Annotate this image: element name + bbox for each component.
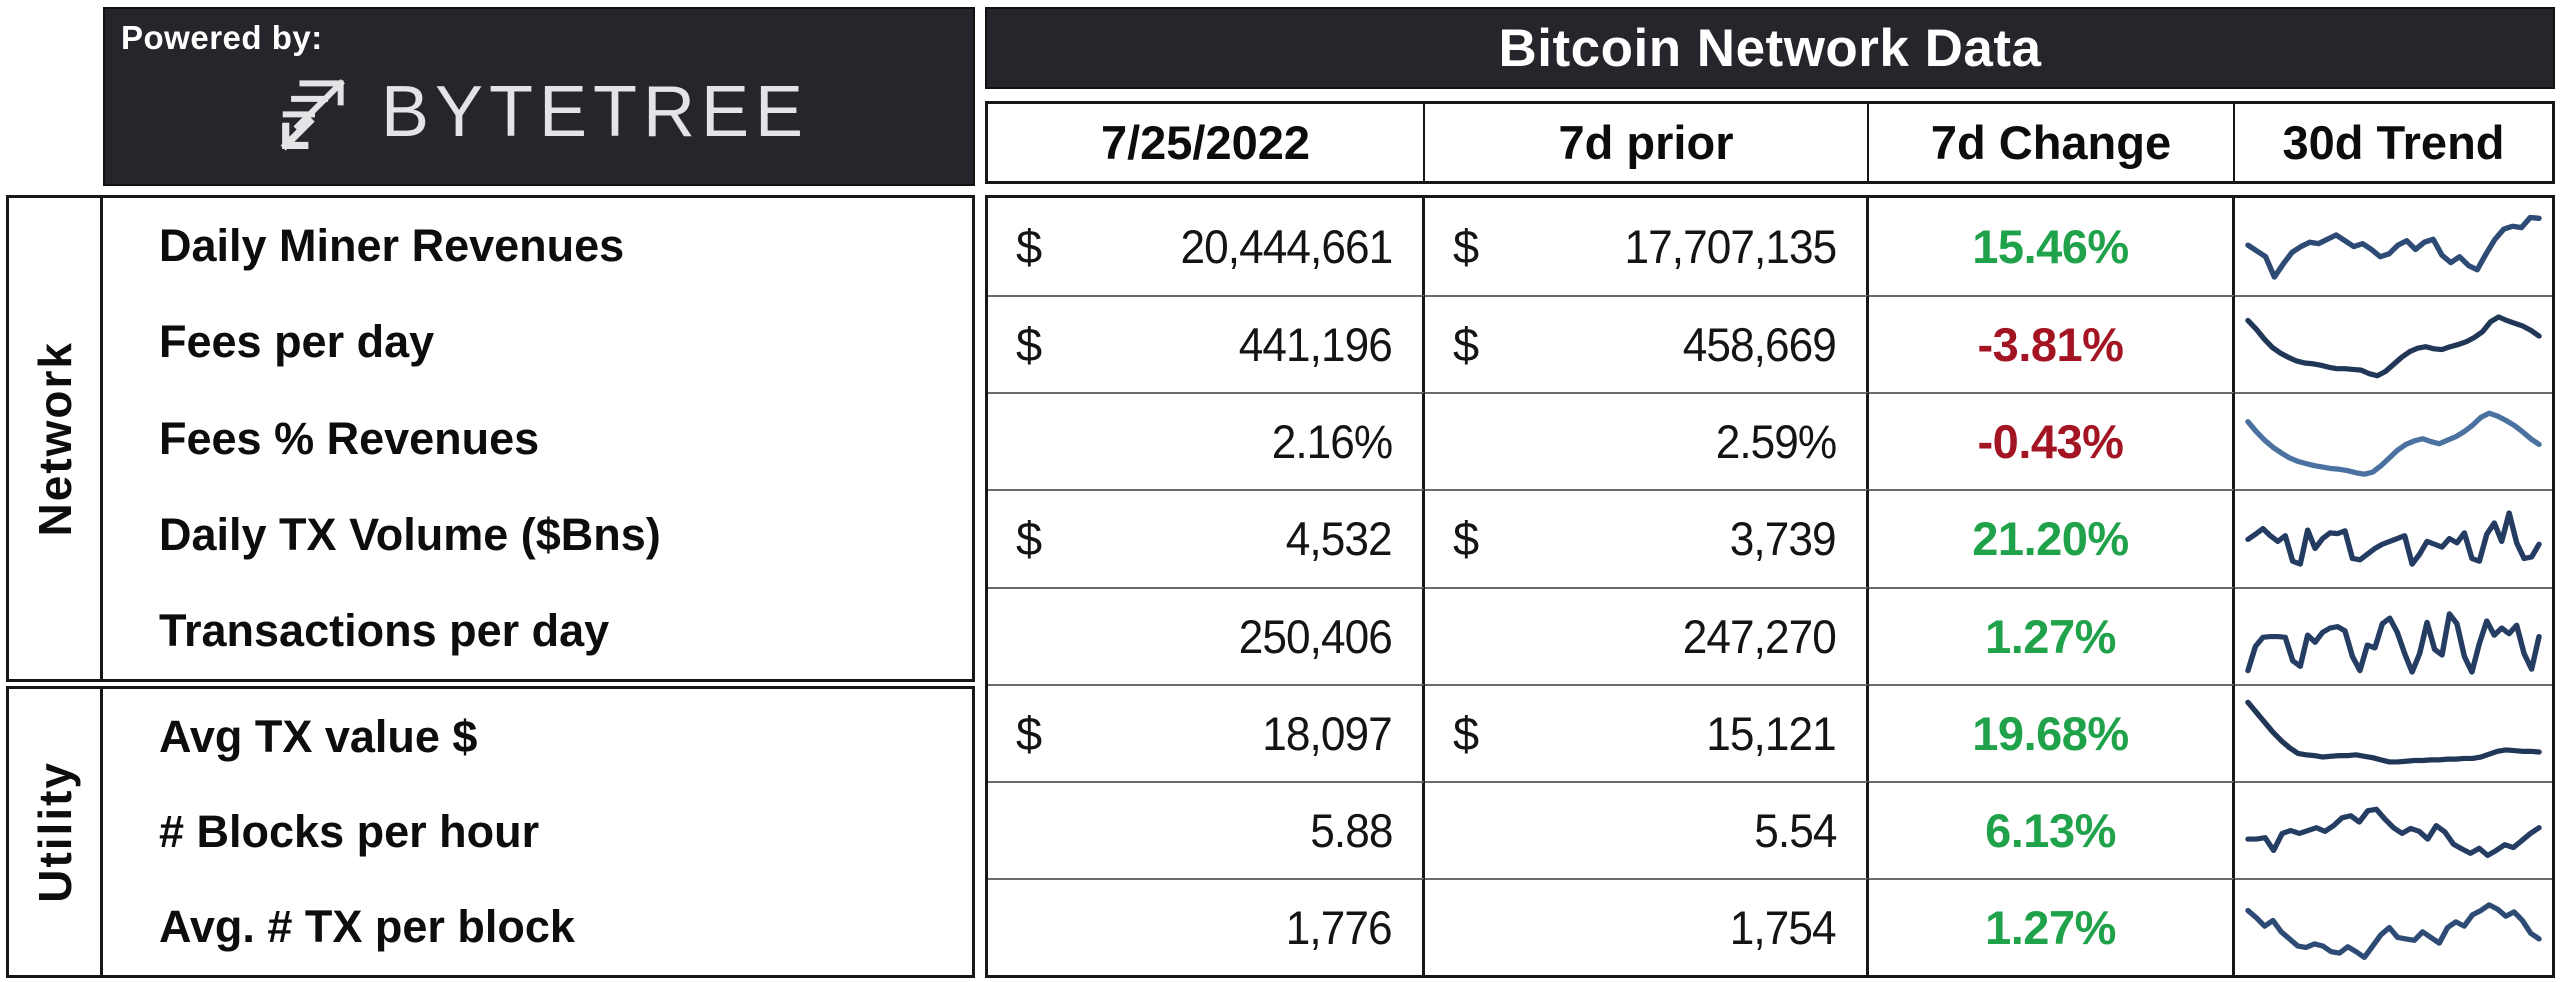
value-number: 3,739 <box>1730 512 1837 566</box>
cell-7d-change: -0.43% <box>1869 392 2235 490</box>
bytetree-wordmark: BYTETREE <box>380 71 810 152</box>
cell-prior-value: 5.54 <box>1425 780 1869 878</box>
metric-label: # Blocks per hour <box>159 805 540 857</box>
cell-prior-value: $3,739 <box>1425 489 1869 587</box>
currency-symbol: $ <box>1453 512 1480 566</box>
currency-symbol: $ <box>1453 318 1480 372</box>
value-number: 15,121 <box>1706 706 1837 760</box>
currency-symbol: $ <box>1016 512 1043 566</box>
value-number: 20,444,661 <box>1180 220 1393 274</box>
cell-current-value: $18,097 <box>988 683 1425 781</box>
sparkline-chart <box>2245 410 2542 478</box>
value-number: 2.16% <box>1271 415 1393 469</box>
sparkline-chart <box>2245 214 2542 280</box>
cell-current-value: 5.88 <box>988 780 1425 878</box>
group-box-utility: Utility Avg TX value $ # Blocks per hour A… <box>6 686 975 978</box>
cell-prior-value: 2.59% <box>1425 392 1869 490</box>
group-metrics-0: Daily Miner Revenues Fees per day Fees % R… <box>103 198 972 679</box>
cell-7d-change: 1.27% <box>1869 877 2235 975</box>
cell-prior-value: $15,121 <box>1425 683 1869 781</box>
cell-current-value: 250,406 <box>988 586 1425 684</box>
group-label-column: Network <box>9 198 103 679</box>
cell-30d-trend <box>2235 877 2552 975</box>
column-header-30d-trend: 30d Trend <box>2282 116 2505 169</box>
group-label-utility: Utility <box>28 761 81 903</box>
metric-label: Avg TX value $ <box>159 710 478 762</box>
column-header-date: 7/25/2022 <box>988 104 1425 181</box>
cell-7d-change: 19.68% <box>1869 683 2235 781</box>
metric-label: Avg. # TX per block <box>159 901 575 953</box>
cell-current-value: $20,444,661 <box>988 198 1425 296</box>
stacked-arrow-up-right-icon <box>280 78 345 151</box>
cell-30d-trend <box>2235 489 2552 586</box>
bytetree-brand-box: Powered by: BYTETREE <box>103 7 975 186</box>
value-number: 247,270 <box>1682 609 1837 663</box>
sparkline-chart <box>2245 902 2542 960</box>
value-number: 18,097 <box>1262 706 1393 760</box>
cell-30d-trend <box>2235 586 2552 684</box>
cell-current-value: $4,532 <box>988 489 1425 587</box>
cell-prior-value: 247,270 <box>1425 586 1869 684</box>
sparkline-chart <box>2245 699 2542 765</box>
metric-label: Daily Miner Revenues <box>159 220 625 272</box>
cell-current-value: $441,196 <box>988 295 1425 393</box>
cell-7d-change: 21.20% <box>1869 489 2235 587</box>
cell-7d-change: 15.46% <box>1869 198 2235 296</box>
table-title: Bitcoin Network Data <box>985 7 2555 89</box>
value-number: 1,754 <box>1730 900 1837 954</box>
currency-symbol: $ <box>1453 706 1480 760</box>
bytetree-logo: BYTETREE <box>105 57 973 184</box>
cell-7d-change: -3.81% <box>1869 295 2235 393</box>
cell-current-value: 1,776 <box>988 877 1425 975</box>
data-grid: $20,444,661 $17,707,135 15.46% $441,196 $458… <box>985 195 2555 978</box>
value-number: 458,669 <box>1682 318 1837 372</box>
sparkline-chart <box>2245 806 2542 858</box>
value-number: 4,532 <box>1286 512 1393 566</box>
sparkline-chart <box>2245 510 2542 568</box>
cell-30d-trend <box>2235 198 2552 295</box>
column-header-7d-change: 7d Change <box>1869 104 2235 181</box>
group-label-column: Utility <box>9 689 103 975</box>
currency-symbol: $ <box>1453 220 1480 274</box>
currency-symbol: $ <box>1016 220 1043 274</box>
value-number: 5.88 <box>1309 803 1393 857</box>
value-number: 2.59% <box>1715 415 1837 469</box>
cell-30d-trend <box>2235 683 2552 781</box>
group-label-network: Network <box>28 340 81 537</box>
column-header-row: 7/25/2022 7d prior 7d Change 30d Trend <box>985 101 2555 184</box>
value-number: 1,776 <box>1286 900 1393 954</box>
column-header-7d-prior: 7d prior <box>1425 104 1869 181</box>
sparkline-chart <box>2245 610 2542 675</box>
cell-current-value: 2.16% <box>988 392 1425 490</box>
value-number: 5.54 <box>1753 803 1837 857</box>
cell-7d-change: 6.13% <box>1869 780 2235 878</box>
metric-label: Daily TX Volume ($Bns) <box>159 508 661 560</box>
cell-prior-value: $17,707,135 <box>1425 198 1869 296</box>
cell-30d-trend <box>2235 780 2552 878</box>
group-metrics-1: Avg TX value $ # Blocks per hour Avg. # TX… <box>103 689 972 975</box>
sparkline-chart <box>2245 314 2542 379</box>
metric-label: Fees per day <box>159 316 435 368</box>
powered-by-label: Powered by: <box>121 19 323 56</box>
cell-prior-value: 1,754 <box>1425 877 1869 975</box>
currency-symbol: $ <box>1016 706 1043 760</box>
metric-label: Fees % Revenues <box>159 412 540 464</box>
cell-7d-change: 1.27% <box>1869 586 2235 684</box>
group-box-network: Network Daily Miner Revenues Fees per day… <box>6 195 975 682</box>
metric-label: Transactions per day <box>159 604 610 656</box>
cell-30d-trend <box>2235 392 2552 489</box>
cell-prior-value: $458,669 <box>1425 295 1869 393</box>
currency-symbol: $ <box>1016 318 1043 372</box>
value-number: 250,406 <box>1238 609 1393 663</box>
value-number: 441,196 <box>1238 318 1393 372</box>
cell-30d-trend <box>2235 295 2552 392</box>
value-number: 17,707,135 <box>1624 220 1837 274</box>
